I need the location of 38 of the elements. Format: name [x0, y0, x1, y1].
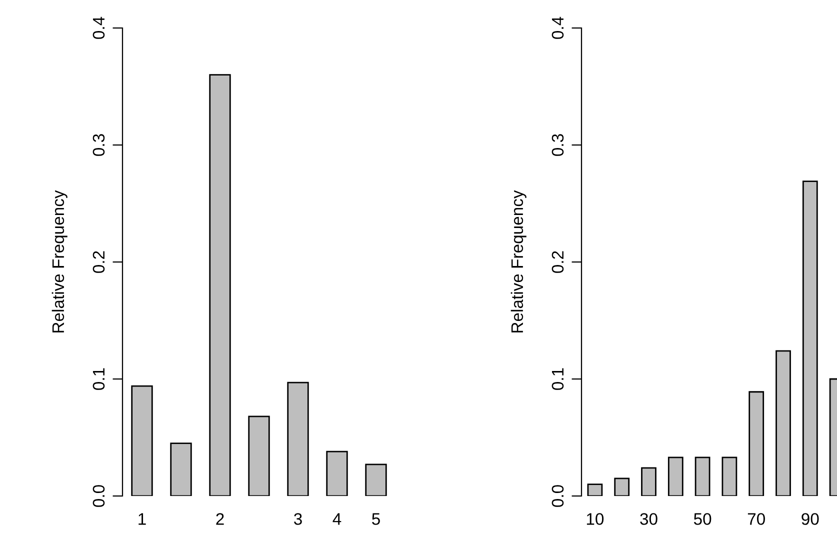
- y-tick-label: 0.4: [552, 16, 564, 39]
- bar: [748, 391, 764, 496]
- bar: [131, 385, 153, 496]
- y-tick-label: 0.1: [552, 368, 564, 390]
- bar: [326, 450, 348, 496]
- bar: [248, 416, 270, 496]
- bar: [776, 350, 791, 496]
- y-tick-label: 0.0: [92, 485, 105, 507]
- y-tick-label: 0.2: [552, 251, 564, 273]
- x-tick-label: 10: [586, 513, 604, 525]
- bar: [694, 456, 710, 496]
- x-tick-label: 30: [640, 513, 658, 525]
- bar: [365, 464, 387, 496]
- y-tick-label: 0.2: [92, 251, 105, 273]
- y-tick-label: 0.4: [92, 16, 105, 39]
- x-tick-label: 1: [138, 513, 146, 525]
- y-tick-label: 0.1: [92, 368, 105, 390]
- y-tick-label: 0.0: [552, 485, 564, 507]
- y-axis-title: Relative Frequency: [52, 190, 68, 332]
- bar: [587, 484, 603, 496]
- bar: [641, 467, 656, 496]
- x-tick-label: 4: [332, 513, 342, 525]
- bar: [209, 74, 231, 496]
- y-axis-title: Relative Frequency: [510, 190, 526, 332]
- x-tick-label: 50: [694, 513, 712, 525]
- y-tick-label: 0.3: [92, 134, 105, 156]
- x-tick-label: 2: [216, 513, 224, 525]
- x-tick-label: 70: [748, 513, 765, 525]
- x-tick-label: 5: [372, 513, 380, 525]
- bar: [668, 456, 684, 496]
- x-tick-label: 90: [802, 513, 819, 525]
- bar: [287, 382, 309, 496]
- bar: [170, 442, 192, 496]
- bar: [722, 456, 738, 496]
- bar: [614, 478, 630, 496]
- x-tick-label: 3: [294, 513, 302, 525]
- bar: [802, 180, 818, 496]
- y-tick-label: 0.3: [552, 134, 564, 156]
